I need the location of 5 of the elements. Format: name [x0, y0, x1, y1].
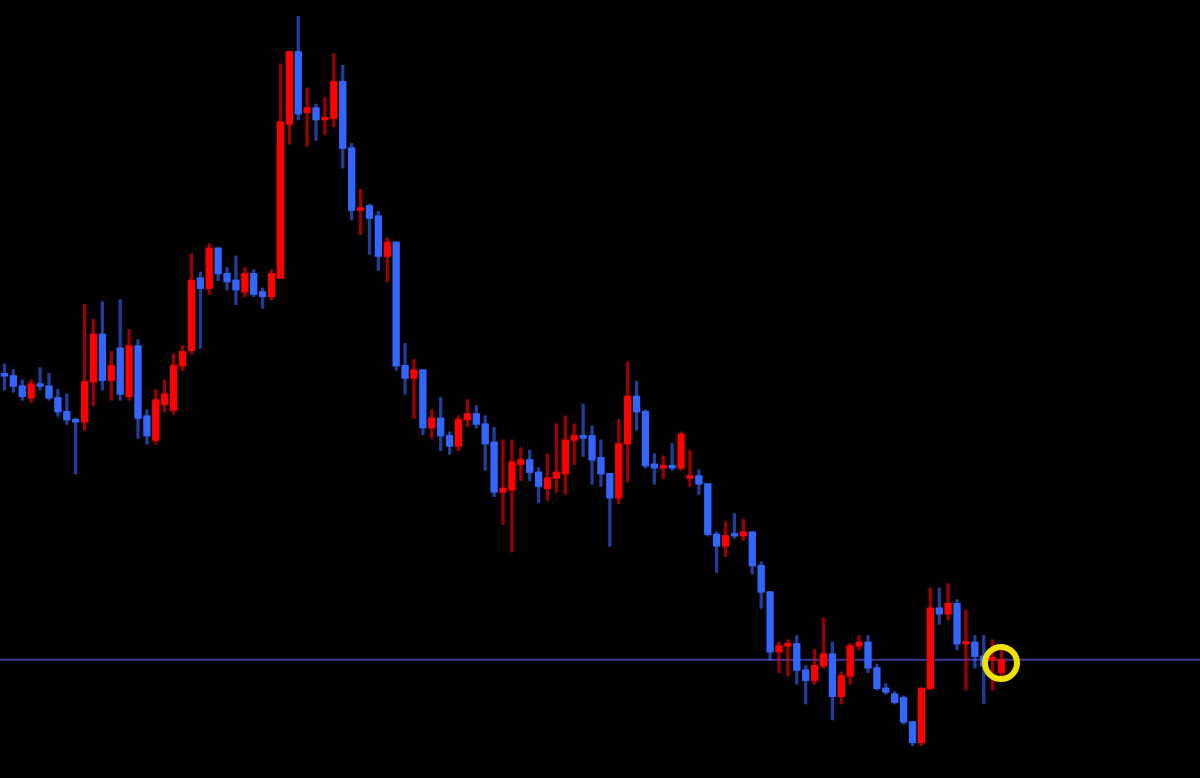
- candlestick: [686, 449, 694, 487]
- candlestick: [410, 359, 418, 419]
- candlestick: [668, 443, 676, 471]
- candlestick: [962, 609, 970, 691]
- candlestick: [303, 87, 311, 147]
